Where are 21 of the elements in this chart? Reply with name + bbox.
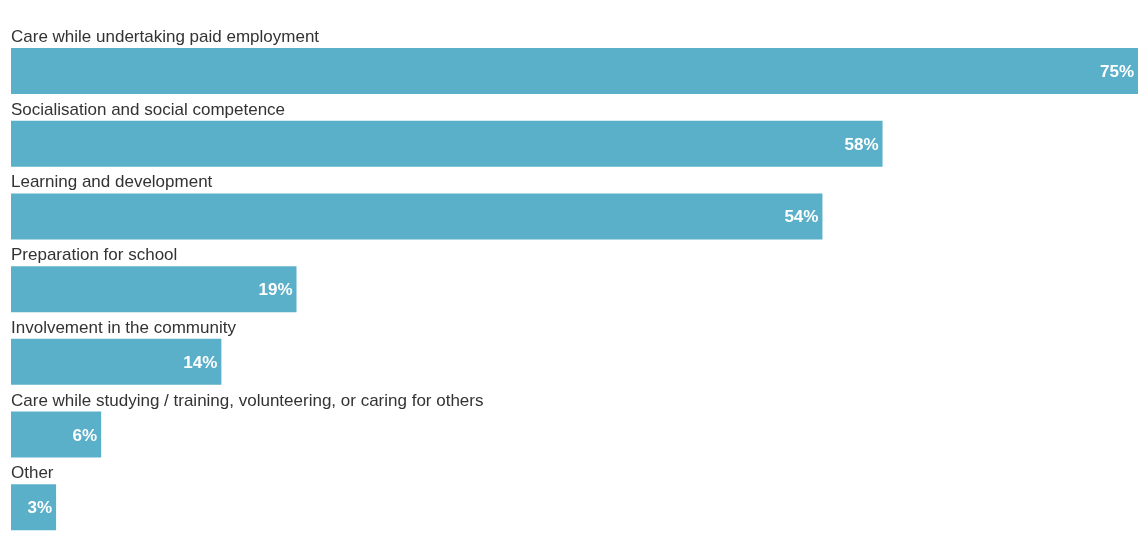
bar	[11, 484, 57, 531]
bar	[11, 338, 222, 385]
y-tick-label: Learning and development	[11, 172, 213, 192]
data-label: 3%	[27, 498, 53, 518]
bar	[11, 48, 1138, 94]
data-label: 54%	[784, 207, 819, 227]
bar	[11, 120, 883, 167]
data-label: 6%	[72, 425, 98, 445]
bar	[11, 193, 823, 240]
bar	[11, 411, 102, 458]
y-tick-label: Preparation for school	[11, 245, 178, 265]
data-label: 14%	[183, 352, 218, 372]
y-tick-label: Socialisation and social competence	[11, 99, 286, 119]
y-tick-label: Care while undertaking paid employment	[11, 27, 320, 46]
y-tick-label: Involvement in the community	[11, 317, 237, 337]
bar	[11, 266, 297, 313]
data-label: 19%	[258, 280, 293, 300]
y-tick-label: Other	[11, 463, 54, 483]
data-label: 75%	[1099, 62, 1134, 81]
y-tick-label: Care while studying / training, volunteering, or caring for others	[11, 390, 484, 410]
data-label: 58%	[844, 134, 879, 154]
